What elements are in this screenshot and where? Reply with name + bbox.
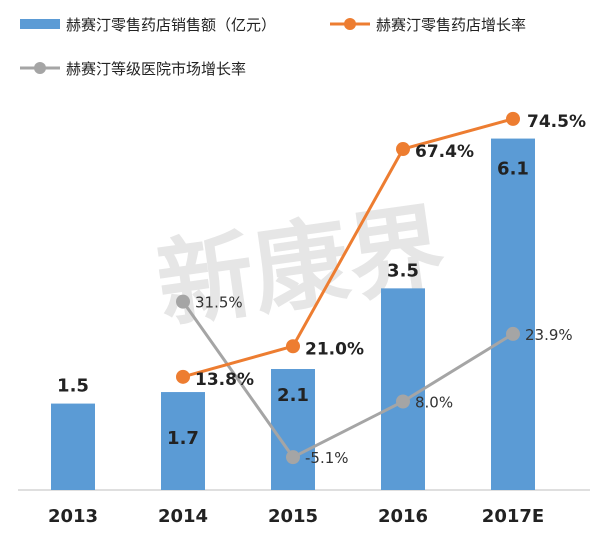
x-tick-label: 2015 — [268, 506, 318, 527]
series-point — [396, 142, 410, 157]
bar-value-label: 1.5 — [57, 376, 89, 397]
bar-value-label: 6.1 — [497, 159, 529, 180]
lines-layer — [176, 111, 520, 465]
series-point — [176, 369, 190, 384]
series-line — [182, 117, 514, 379]
series-value-label: 13.8% — [195, 370, 254, 390]
x-tick-label: 2016 — [378, 506, 428, 527]
x-tick-label: 2017E — [482, 506, 544, 527]
x-tick-label: 2013 — [48, 506, 98, 527]
series-value-label: -5.1% — [305, 449, 349, 467]
series-point — [286, 339, 300, 354]
bar-value-label: 3.5 — [387, 260, 419, 281]
legend: 赫赛汀零售药店销售额（亿元） 赫赛汀零售药店增长率 赫赛汀等级医院市场增长率 — [20, 16, 526, 78]
bar — [491, 138, 535, 490]
series-value-label: 31.5% — [195, 294, 243, 312]
series-point — [506, 111, 520, 126]
x-tick-label: 2014 — [158, 506, 208, 527]
legend-gray-label: 赫赛汀等级医院市场增长率 — [66, 60, 246, 78]
series-value-label: 67.4% — [415, 142, 474, 162]
series-point — [176, 294, 190, 309]
bar — [161, 392, 205, 490]
series-value-label: 23.9% — [525, 326, 573, 344]
bar-value-label: 2.1 — [277, 385, 309, 406]
series-value-label: 21.0% — [305, 339, 364, 359]
series-value-label: 8.0% — [415, 394, 453, 412]
legend-orange-swatch-marker — [344, 18, 356, 30]
series-point — [286, 450, 300, 465]
legend-bar-label: 赫赛汀零售药店销售额（亿元） — [66, 16, 276, 34]
series-value-label: 74.5% — [527, 112, 586, 132]
series-point — [506, 326, 520, 341]
series-point — [396, 394, 410, 409]
bar — [381, 288, 425, 490]
bar — [271, 369, 315, 490]
legend-orange-label: 赫赛汀零售药店增长率 — [376, 16, 526, 34]
series-line — [181, 300, 514, 460]
legend-bar-swatch — [20, 19, 60, 29]
bar-value-label: 1.7 — [167, 428, 199, 449]
legend-gray-swatch-marker — [34, 62, 46, 74]
labels-layer: 2013 2014 2015 2016 2017E 1.5 1.7 2.1 3.5 6.1 31.5… — [48, 112, 586, 527]
bar — [51, 403, 95, 490]
bars-layer — [51, 138, 535, 490]
